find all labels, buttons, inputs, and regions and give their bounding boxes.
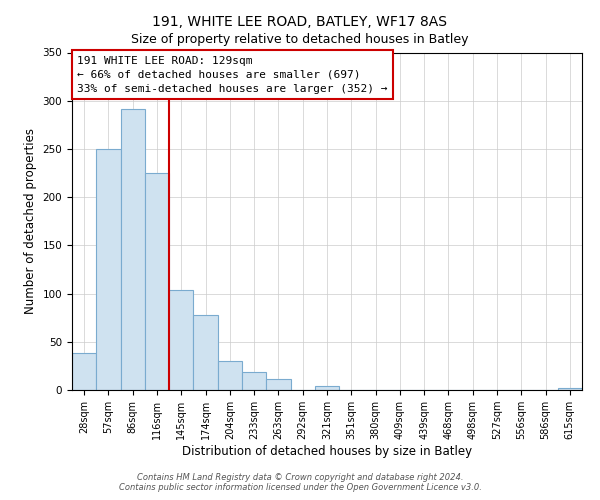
Text: 191, WHITE LEE ROAD, BATLEY, WF17 8AS: 191, WHITE LEE ROAD, BATLEY, WF17 8AS — [152, 15, 448, 29]
Bar — [558, 388, 582, 390]
X-axis label: Distribution of detached houses by size in Batley: Distribution of detached houses by size … — [182, 445, 472, 458]
Text: Size of property relative to detached houses in Batley: Size of property relative to detached ho… — [131, 32, 469, 46]
Bar — [145, 173, 169, 390]
Text: Contains HM Land Registry data © Crown copyright and database right 2024.
Contai: Contains HM Land Registry data © Crown c… — [119, 473, 481, 492]
Bar — [315, 386, 339, 390]
Bar — [266, 380, 290, 390]
Bar — [218, 361, 242, 390]
Bar — [169, 290, 193, 390]
Text: 191 WHITE LEE ROAD: 129sqm
← 66% of detached houses are smaller (697)
33% of sem: 191 WHITE LEE ROAD: 129sqm ← 66% of deta… — [77, 56, 388, 94]
Bar — [96, 149, 121, 390]
Bar — [121, 110, 145, 390]
Y-axis label: Number of detached properties: Number of detached properties — [24, 128, 37, 314]
Bar — [193, 315, 218, 390]
Bar — [72, 354, 96, 390]
Bar — [242, 372, 266, 390]
